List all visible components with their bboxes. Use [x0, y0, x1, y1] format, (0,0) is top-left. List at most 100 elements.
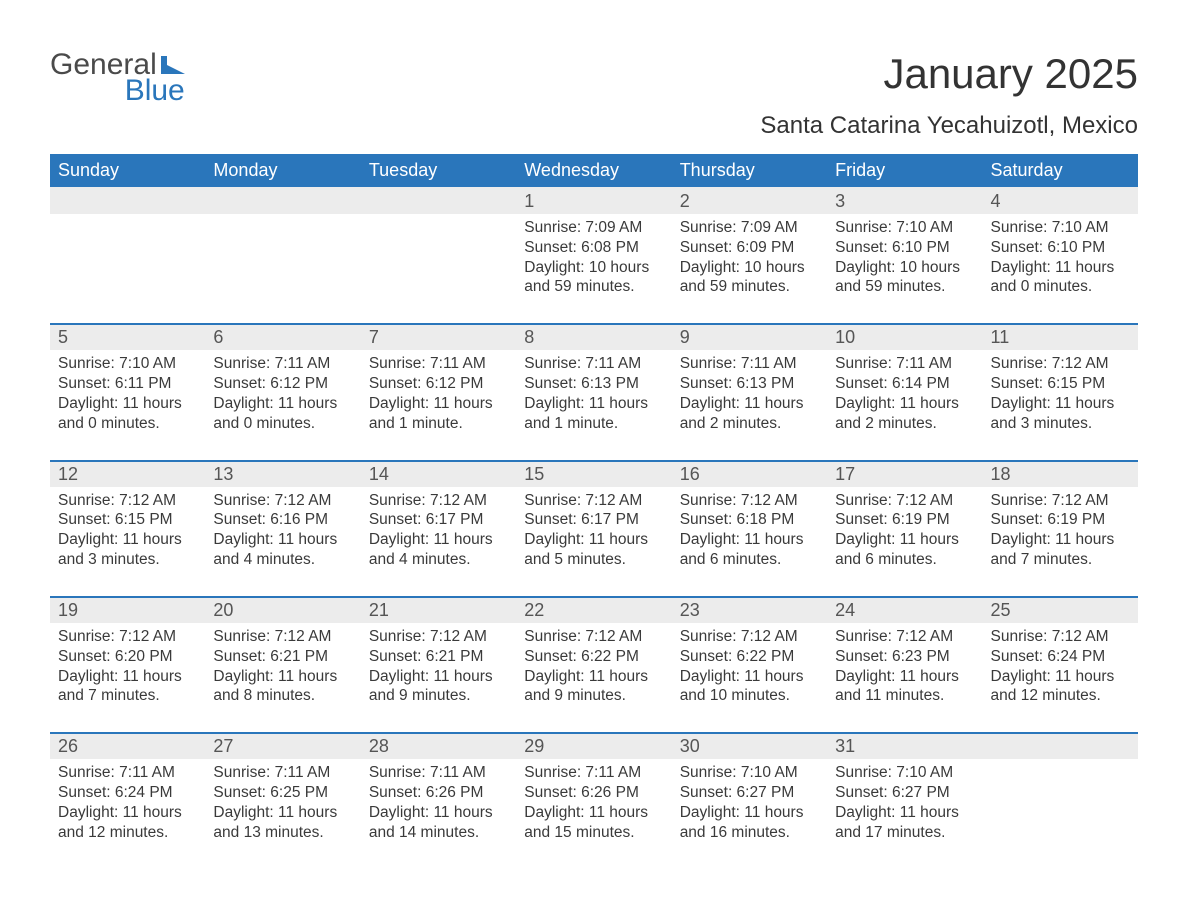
weekday-header: Wednesday	[516, 154, 671, 187]
dl2-text: and 3 minutes.	[991, 414, 1130, 434]
sunrise-text: Sunrise: 7:12 AM	[524, 491, 663, 511]
dl2-text: and 7 minutes.	[991, 550, 1130, 570]
dl1-text: Daylight: 10 hours	[524, 258, 663, 278]
sunrise-text: Sunrise: 7:12 AM	[369, 491, 508, 511]
day-number: 2	[672, 187, 827, 214]
day-number: 1	[516, 187, 671, 214]
brand-word-2: Blue	[50, 76, 185, 106]
dl2-text: and 4 minutes.	[369, 550, 508, 570]
dl1-text: Daylight: 11 hours	[991, 394, 1130, 414]
calendar-body: 1234 Sunrise: 7:09 AMSunset: 6:08 PMDayl…	[50, 187, 1138, 857]
sunrise-text: Sunrise: 7:12 AM	[680, 627, 819, 647]
day-number: 4	[983, 187, 1138, 214]
dl1-text: Daylight: 11 hours	[58, 667, 197, 687]
location-subtitle: Santa Catarina Yecahuizotl, Mexico	[50, 112, 1138, 140]
dl2-text: and 0 minutes.	[58, 414, 197, 434]
sunset-text: Sunset: 6:15 PM	[991, 374, 1130, 394]
dl1-text: Daylight: 11 hours	[369, 803, 508, 823]
day-cell: Sunrise: 7:12 AMSunset: 6:16 PMDaylight:…	[205, 487, 360, 596]
day-number: 24	[827, 596, 982, 623]
sunrise-text: Sunrise: 7:12 AM	[58, 627, 197, 647]
day-number	[205, 187, 360, 214]
weekday-header: Friday	[827, 154, 982, 187]
sunrise-text: Sunrise: 7:11 AM	[835, 354, 974, 374]
dl1-text: Daylight: 11 hours	[524, 803, 663, 823]
day-number: 10	[827, 323, 982, 350]
dl1-text: Daylight: 11 hours	[680, 394, 819, 414]
dl1-text: Daylight: 11 hours	[991, 258, 1130, 278]
day-number: 11	[983, 323, 1138, 350]
sunrise-text: Sunrise: 7:12 AM	[58, 491, 197, 511]
day-cell: Sunrise: 7:12 AMSunset: 6:22 PMDaylight:…	[672, 623, 827, 732]
dl1-text: Daylight: 11 hours	[680, 667, 819, 687]
dl1-text: Daylight: 11 hours	[213, 394, 352, 414]
sunrise-text: Sunrise: 7:12 AM	[991, 354, 1130, 374]
sunrise-text: Sunrise: 7:12 AM	[835, 627, 974, 647]
sunset-text: Sunset: 6:22 PM	[524, 647, 663, 667]
sunset-text: Sunset: 6:21 PM	[213, 647, 352, 667]
day-cell: Sunrise: 7:10 AMSunset: 6:27 PMDaylight:…	[827, 759, 982, 856]
sunset-text: Sunset: 6:25 PM	[213, 783, 352, 803]
sunrise-text: Sunrise: 7:10 AM	[991, 218, 1130, 238]
dl2-text: and 59 minutes.	[524, 277, 663, 297]
day-cell: Sunrise: 7:10 AMSunset: 6:10 PMDaylight:…	[827, 214, 982, 323]
empty-cell	[361, 214, 516, 262]
dl2-text: and 6 minutes.	[835, 550, 974, 570]
sunset-text: Sunset: 6:19 PM	[991, 510, 1130, 530]
day-cell: Sunrise: 7:10 AMSunset: 6:11 PMDaylight:…	[50, 350, 205, 459]
sunset-text: Sunset: 6:08 PM	[524, 238, 663, 258]
sunrise-text: Sunrise: 7:12 AM	[213, 491, 352, 511]
dl2-text: and 9 minutes.	[369, 686, 508, 706]
sunset-text: Sunset: 6:15 PM	[58, 510, 197, 530]
day-number: 30	[672, 732, 827, 759]
day-cell: Sunrise: 7:11 AMSunset: 6:26 PMDaylight:…	[516, 759, 671, 856]
sunrise-text: Sunrise: 7:10 AM	[835, 763, 974, 783]
dl1-text: Daylight: 11 hours	[991, 530, 1130, 550]
sunset-text: Sunset: 6:27 PM	[835, 783, 974, 803]
day-cell: Sunrise: 7:11 AMSunset: 6:12 PMDaylight:…	[205, 350, 360, 459]
day-number: 23	[672, 596, 827, 623]
sunset-text: Sunset: 6:10 PM	[835, 238, 974, 258]
dl2-text: and 11 minutes.	[835, 686, 974, 706]
weekday-header-row: SundayMondayTuesdayWednesdayThursdayFrid…	[50, 154, 1138, 187]
day-cell: Sunrise: 7:12 AMSunset: 6:23 PMDaylight:…	[827, 623, 982, 732]
dl1-text: Daylight: 11 hours	[58, 803, 197, 823]
sunset-text: Sunset: 6:12 PM	[213, 374, 352, 394]
sunset-text: Sunset: 6:17 PM	[369, 510, 508, 530]
dl1-text: Daylight: 11 hours	[835, 803, 974, 823]
dl2-text: and 59 minutes.	[835, 277, 974, 297]
dl2-text: and 14 minutes.	[369, 823, 508, 843]
empty-cell	[50, 214, 205, 262]
day-cell: Sunrise: 7:09 AMSunset: 6:09 PMDaylight:…	[672, 214, 827, 323]
day-cell: Sunrise: 7:12 AMSunset: 6:18 PMDaylight:…	[672, 487, 827, 596]
sunset-text: Sunset: 6:19 PM	[835, 510, 974, 530]
sunrise-text: Sunrise: 7:09 AM	[524, 218, 663, 238]
day-number: 29	[516, 732, 671, 759]
sunset-text: Sunset: 6:27 PM	[680, 783, 819, 803]
dl2-text: and 59 minutes.	[680, 277, 819, 297]
dl1-text: Daylight: 11 hours	[524, 530, 663, 550]
day-cell: Sunrise: 7:12 AMSunset: 6:17 PMDaylight:…	[516, 487, 671, 596]
sunrise-text: Sunrise: 7:09 AM	[680, 218, 819, 238]
dl1-text: Daylight: 11 hours	[58, 394, 197, 414]
sunrise-text: Sunrise: 7:11 AM	[213, 354, 352, 374]
dl2-text: and 1 minute.	[524, 414, 663, 434]
dl1-text: Daylight: 10 hours	[680, 258, 819, 278]
dl1-text: Daylight: 10 hours	[835, 258, 974, 278]
day-number: 31	[827, 732, 982, 759]
day-cell: Sunrise: 7:11 AMSunset: 6:24 PMDaylight:…	[50, 759, 205, 856]
sunset-text: Sunset: 6:23 PM	[835, 647, 974, 667]
day-number: 14	[361, 460, 516, 487]
day-cell: Sunrise: 7:12 AMSunset: 6:20 PMDaylight:…	[50, 623, 205, 732]
empty-cell	[983, 759, 1138, 807]
page-title: January 2025	[883, 50, 1138, 98]
dl2-text: and 12 minutes.	[58, 823, 197, 843]
day-cell: Sunrise: 7:11 AMSunset: 6:12 PMDaylight:…	[361, 350, 516, 459]
day-number: 26	[50, 732, 205, 759]
day-number: 19	[50, 596, 205, 623]
sunset-text: Sunset: 6:14 PM	[835, 374, 974, 394]
dl1-text: Daylight: 11 hours	[213, 803, 352, 823]
day-cell: Sunrise: 7:12 AMSunset: 6:21 PMDaylight:…	[361, 623, 516, 732]
dl1-text: Daylight: 11 hours	[58, 530, 197, 550]
day-number: 16	[672, 460, 827, 487]
